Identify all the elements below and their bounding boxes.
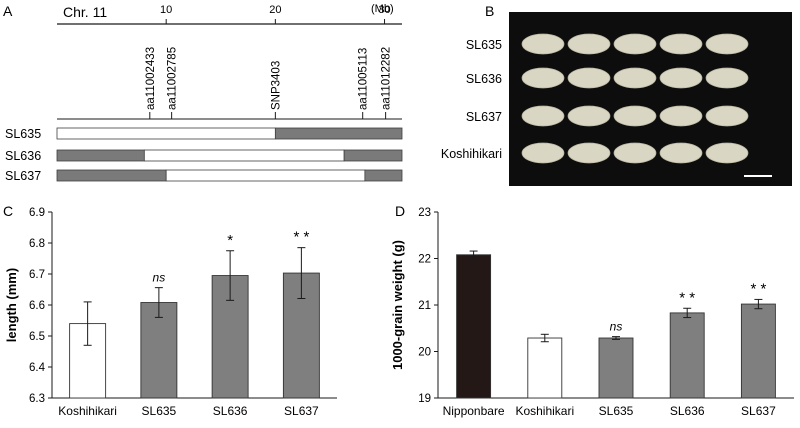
rice-grain — [567, 105, 611, 127]
x-tick-label: SL636 — [670, 404, 705, 418]
genotype-segment — [364, 169, 403, 182]
marker-label: aa11005113 — [358, 48, 370, 110]
rice-grain — [659, 67, 703, 89]
axis-unit-label: (Mb) — [371, 3, 394, 15]
y-tick-label: 23 — [418, 207, 431, 219]
rice-grain — [613, 67, 657, 89]
y-tick-label: 22 — [418, 254, 431, 266]
marker-label: SNP3403 — [270, 61, 282, 110]
axis-tick-label: 20 — [269, 4, 281, 16]
rice-grain — [567, 142, 611, 164]
y-axis-label: length (mm) — [4, 268, 19, 342]
significance-label: * * — [750, 280, 766, 297]
significance-label: ns — [153, 271, 166, 285]
y-tick-label: 6.4 — [29, 362, 46, 374]
genotype-segment — [143, 149, 345, 162]
rice-grain — [659, 105, 703, 127]
x-tick-label: Nipponbare — [443, 404, 505, 418]
bar — [740, 303, 776, 399]
bar — [527, 337, 563, 399]
panel-label-b: B — [485, 3, 494, 19]
y-tick-label: 6.5 — [29, 331, 45, 343]
axis-tick-label: 30 — [378, 4, 390, 16]
x-tick-label: Koshihikari — [515, 404, 574, 418]
rice-grain — [613, 33, 657, 55]
panel-label-d: D — [395, 203, 405, 219]
genotype-segment — [56, 149, 145, 162]
x-tick-label: SL635 — [599, 404, 634, 418]
genotype-segment — [274, 127, 403, 140]
x-tick-label: SL637 — [741, 404, 776, 418]
significance-label: * * — [679, 289, 695, 306]
rice-grain — [521, 105, 565, 127]
bar — [598, 337, 634, 399]
bar — [669, 312, 705, 399]
line-label: SL635 — [5, 127, 41, 141]
y-tick-label: 19 — [418, 393, 431, 405]
rice-grain — [705, 142, 749, 164]
axis-tick-label: 10 — [160, 4, 172, 16]
panel-c-length-chart: 6.3 6.4 6.5 6.6 6.7 6.8 6.9 length (mm) Koshihik… — [4, 207, 337, 418]
photo-row-label: SL636 — [466, 72, 502, 86]
rice-grain — [567, 33, 611, 55]
line-label: SL636 — [5, 149, 41, 163]
rice-grain — [659, 142, 703, 164]
y-tick-label: 6.9 — [29, 207, 45, 219]
y-tick-label: 20 — [418, 347, 431, 359]
photo-row-label: SL637 — [466, 110, 502, 124]
y-tick-label: 6.6 — [29, 300, 45, 312]
y-tick-label: 6.8 — [29, 238, 45, 250]
photo-row-label: SL635 — [466, 38, 502, 52]
y-axis-label: 1000-grain weight (g) — [390, 240, 405, 370]
rice-grain — [613, 142, 657, 164]
photo-row-label: Koshihikari — [441, 147, 502, 161]
rice-grain — [659, 33, 703, 55]
x-tick-label: SL635 — [142, 404, 177, 418]
bar — [140, 302, 178, 399]
significance-label: * — [227, 232, 233, 249]
x-tick-label: SL637 — [284, 404, 319, 418]
rice-grain — [567, 67, 611, 89]
rice-grain — [521, 33, 565, 55]
marker-label: aa11002785 — [167, 47, 179, 110]
x-tick-label: SL636 — [213, 404, 248, 418]
bar — [456, 254, 492, 399]
rice-grain — [521, 142, 565, 164]
marker-label: aa11002433 — [145, 47, 157, 110]
panel-d-weight-chart: 19 20 21 22 23 1000-grain weight (g) Nipponbar… — [390, 207, 794, 418]
rice-grain — [705, 33, 749, 55]
rice-grain — [705, 105, 749, 127]
rice-grain — [521, 67, 565, 89]
line-label: SL637 — [5, 169, 41, 183]
genotype-segment — [56, 169, 167, 182]
genotype-segment — [165, 169, 366, 182]
rice-grain — [613, 105, 657, 127]
y-tick-label: 21 — [418, 300, 431, 312]
x-tick-label: Koshihikari — [58, 404, 117, 418]
marker-label: aa11012282 — [381, 47, 393, 110]
significance-label: ns — [610, 320, 623, 334]
y-tick-label: 6.3 — [29, 393, 45, 405]
y-tick-label: 6.7 — [29, 269, 45, 281]
bar — [69, 323, 107, 399]
genotype-segment — [343, 149, 403, 162]
rice-grain — [705, 67, 749, 89]
panel-label-a: A — [3, 3, 13, 19]
chromosome-label: Chr. 11 — [63, 4, 107, 20]
significance-label: * * — [293, 229, 309, 246]
panel-b-grain-photo: SL635 SL636 SL637 Koshihikari — [441, 12, 792, 186]
panel-label-c: C — [3, 203, 13, 219]
panel-a-chromosome-map: Chr. 11 (Mb) 10 20 30 aa11002433 aa11002785… — [5, 3, 403, 183]
genotype-segment — [56, 127, 276, 140]
